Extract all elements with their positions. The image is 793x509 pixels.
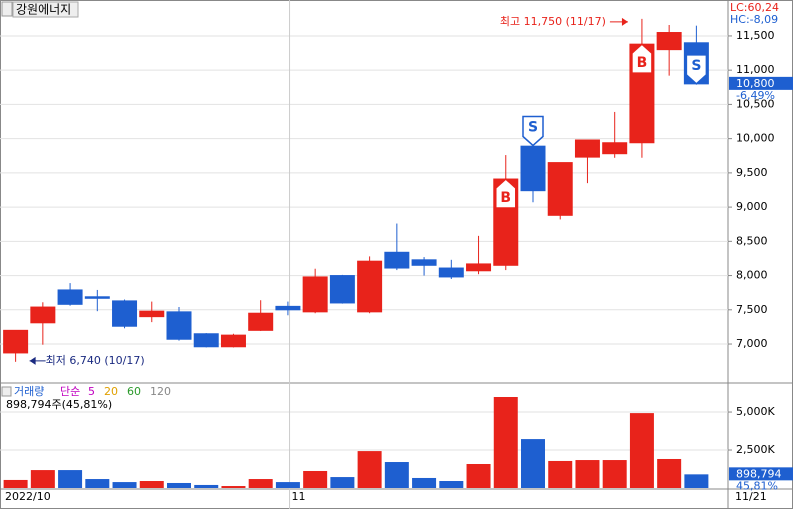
ma-period: 120: [150, 385, 171, 398]
y-tick-label: 8,500: [736, 234, 768, 247]
volume-bar: [275, 482, 300, 488]
candle-body: [84, 296, 110, 299]
y-tick-label: 9,500: [736, 166, 768, 179]
volume-bar: [657, 458, 682, 488]
volume-bar: [221, 486, 246, 488]
volume-bar: [58, 470, 83, 488]
signal-label: B: [637, 55, 648, 71]
ma-period: 60: [127, 385, 141, 398]
candle-body: [357, 260, 383, 313]
volume-bar: [629, 413, 654, 488]
volume-bar: [85, 479, 110, 488]
volume-pct: 45,81%: [736, 479, 778, 492]
y-tick-label: 7,000: [736, 337, 768, 350]
x-tick-label: 2022/10: [5, 490, 51, 503]
sell-marker: [685, 54, 708, 85]
volume-bar: [30, 470, 55, 488]
change-label: -6,49%: [736, 89, 775, 102]
volume-bar: [575, 460, 600, 488]
volume-bar: [194, 484, 219, 488]
lc-label: LC:60,24: [730, 1, 779, 14]
last-volume-label: 898,794: [736, 467, 782, 480]
candle-body: [275, 305, 301, 311]
volume-bar: [303, 470, 328, 488]
candle-body: [3, 329, 29, 354]
candle-body: [520, 145, 546, 192]
volume-bar: [3, 479, 28, 488]
volume-bar: [112, 482, 137, 488]
ma-period: 5: [88, 385, 95, 398]
v-tick-label: 2,500K: [736, 443, 775, 456]
candle-body: [656, 32, 682, 51]
y-tick-label: 10,000: [736, 132, 775, 145]
x-tick-label: 11: [292, 490, 306, 503]
ma-period: 20: [104, 385, 118, 398]
candle-body: [411, 259, 437, 266]
last-price-label: 10,800: [736, 77, 775, 90]
signal-label: S: [691, 58, 701, 74]
y-tick-label: 8,000: [736, 269, 768, 282]
volume-bar: [330, 477, 355, 488]
sell-marker: [522, 115, 544, 147]
candle-body: [193, 333, 219, 348]
volume-info: 898,794주(45,81%): [6, 398, 112, 411]
y-tick-label: 7,500: [736, 303, 768, 316]
candle-body: [30, 306, 56, 324]
candle-body: [139, 310, 165, 318]
volume-bar: [167, 482, 191, 488]
last-volume-box: [729, 467, 793, 481]
menu-icon[interactable]: [1, 386, 12, 397]
high-label: 최고 11,750 (11/17): [500, 15, 606, 28]
last-date: 11/21: [735, 490, 767, 503]
volume-bar: [384, 462, 409, 488]
candle-body: [302, 276, 328, 313]
candle-body: [329, 275, 355, 304]
high-arrow-head: [621, 17, 628, 26]
volume-bar: [684, 474, 709, 488]
y-tick-label: 10,500: [736, 97, 775, 110]
candle-body: [112, 300, 138, 327]
volume-bar: [357, 451, 382, 488]
hc-label: HC:-8,09: [730, 13, 778, 26]
y-tick-label: 11,500: [736, 29, 775, 42]
signal-label: B: [500, 190, 511, 206]
volume-bar: [412, 477, 437, 488]
candle-body: [466, 263, 492, 272]
signal-label: S: [528, 119, 538, 135]
volume-title: 거래량: [14, 385, 44, 398]
volume-bar: [521, 439, 545, 488]
menu-icon[interactable]: [1, 1, 13, 17]
candle-body: [248, 312, 274, 331]
volume-bar: [493, 397, 518, 488]
low-label: 최저 6,740 (10/17): [46, 354, 145, 367]
candle-body: [438, 267, 464, 278]
title-box: [12, 1, 79, 18]
ma-label: 단순: [60, 385, 80, 398]
buy-marker: [631, 43, 653, 74]
stock-name: 강원에너지: [16, 3, 71, 17]
buy-marker: [495, 178, 517, 209]
candle-body: [220, 334, 246, 348]
last-price-box: [729, 76, 793, 90]
volume-bar: [466, 463, 491, 488]
volume-bar: [602, 460, 627, 488]
candle-body: [166, 311, 192, 340]
candle-body: [57, 289, 83, 305]
volume-bar: [248, 479, 273, 488]
volume-bar: [548, 460, 573, 488]
candle-body: [574, 139, 600, 158]
y-tick-label: 9,000: [736, 200, 768, 213]
volume-bar: [139, 481, 164, 488]
candle-body: [547, 162, 573, 216]
y-tick-label: 11,000: [736, 63, 775, 76]
volume-bar: [439, 481, 464, 488]
candle-body: [602, 142, 628, 155]
v-tick-label: 5,000K: [736, 405, 775, 418]
low-arrow-head: [29, 356, 36, 365]
candle-body: [384, 251, 410, 269]
